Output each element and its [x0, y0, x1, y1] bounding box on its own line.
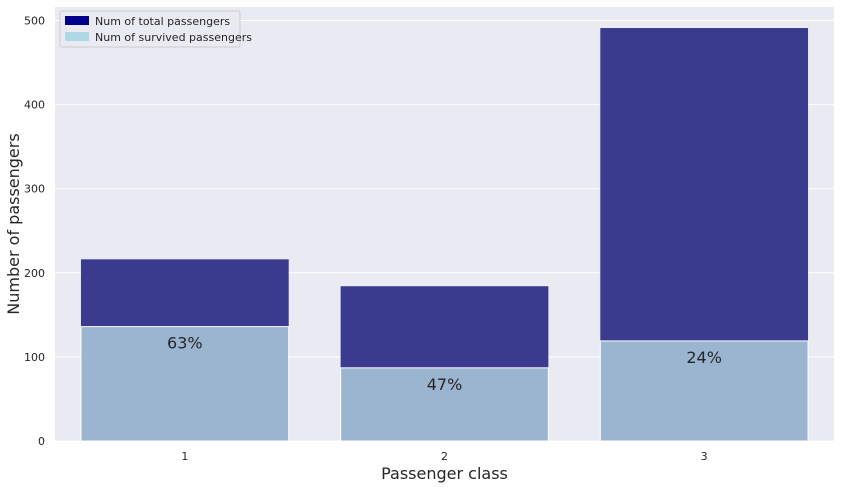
- legend-swatch-survived: [65, 32, 89, 41]
- legend-label-survived: Num of survived passengers: [95, 31, 252, 44]
- bars: [80, 28, 809, 442]
- y-axis-title: Number of passengers: [4, 133, 23, 314]
- pct-label-class-3: 24%: [686, 348, 722, 367]
- y-tick-0: 0: [38, 435, 45, 448]
- x-axis-title: Passenger class: [381, 464, 508, 483]
- y-tick-400: 400: [24, 99, 45, 112]
- x-tick-2: 2: [441, 450, 448, 463]
- pct-label-class-1: 63%: [167, 334, 203, 353]
- legend-box: [59, 10, 241, 48]
- legend-swatch-total: [65, 16, 89, 25]
- x-tick-3: 3: [701, 450, 708, 463]
- y-tick-300: 300: [24, 183, 45, 196]
- legend: Num of total passengers Num of survived …: [59, 10, 252, 48]
- bar-survived-class-2: [340, 367, 549, 442]
- y-tick-labels: 0 100 200 300 400 500: [24, 14, 45, 448]
- y-tick-200: 200: [24, 267, 45, 280]
- x-tick-1: 1: [181, 450, 188, 463]
- legend-label-total: Num of total passengers: [95, 15, 230, 28]
- percentage-labels: 63% 47% 24%: [167, 334, 722, 394]
- bar-survived-class-3: [599, 340, 809, 442]
- bar-survived-class-1: [80, 326, 290, 442]
- y-tick-500: 500: [24, 14, 45, 27]
- y-tick-100: 100: [24, 351, 45, 364]
- x-tick-labels: 1 2 3: [181, 450, 707, 463]
- pct-label-class-2: 47%: [427, 375, 463, 394]
